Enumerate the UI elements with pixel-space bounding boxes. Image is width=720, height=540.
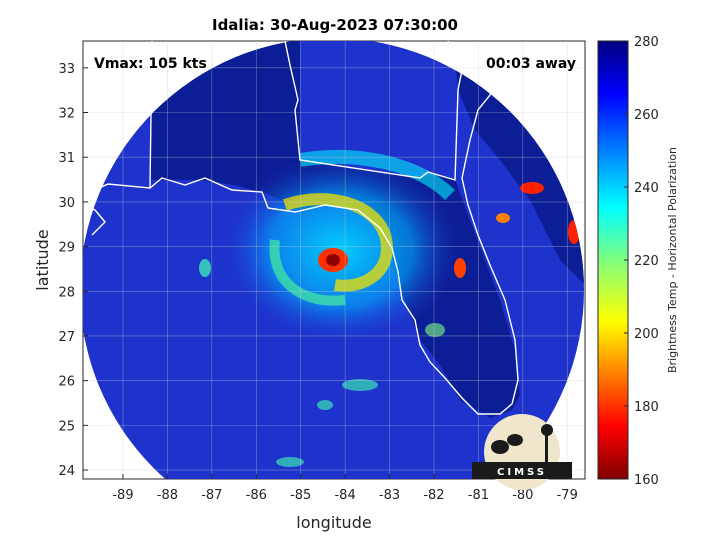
vmax-annotation: Vmax: 105 kts (94, 56, 207, 72)
northern-rainband (298, 149, 455, 201)
scan-swath (83, 41, 584, 479)
y-tick-label: 25 (58, 419, 75, 434)
colorbar-tick-label: 260 (634, 108, 659, 123)
y-tick-label: 32 (58, 107, 75, 122)
chart-title: Idalia: 30-Aug-2023 07:30:00 (212, 16, 458, 34)
x-tick-labels: -89 -88 -87 -86 -85 -84 -83 -82 -81 -80 -79 (112, 488, 577, 503)
colorbar-tick-label: 160 (634, 473, 659, 488)
x-axis-label: longitude (296, 513, 371, 532)
colorbar-tick-label: 220 (634, 254, 659, 269)
x-tick-label: -84 (334, 488, 355, 503)
x-tick-label: -85 (290, 488, 311, 503)
x-tick-label: -82 (423, 488, 444, 503)
y-tick-label: 29 (58, 241, 75, 256)
outer-rainband (269, 239, 346, 306)
convective-cell (276, 457, 304, 467)
convective-cell (520, 182, 544, 194)
colorbar-tick-labels: 160 180 200 220 240 260 280 (624, 35, 659, 488)
y-axis-label: latitude (33, 229, 52, 290)
tower-icon (545, 432, 548, 462)
colorbar-tick-label: 280 (634, 35, 659, 50)
x-tick-label: -80 (512, 488, 533, 503)
y-tick-label: 28 (58, 285, 75, 300)
convective-cell (342, 379, 378, 391)
x-tick-label: -86 (246, 488, 267, 503)
colorbar (597, 40, 629, 480)
y-tick-label: 26 (58, 375, 75, 390)
x-tick-label: -83 (379, 488, 400, 503)
y-tick-label: 30 (58, 196, 75, 211)
convective-cell (199, 259, 211, 277)
y-tick-label: 27 (58, 330, 75, 345)
x-tick-label: -88 (157, 488, 178, 503)
x-tick-label: -89 (112, 488, 133, 503)
cimss-logo: CIMSS (472, 414, 572, 490)
y-tick-label: 33 (58, 62, 75, 77)
convective-cell (496, 213, 510, 223)
colorbar-tick-label: 240 (634, 181, 659, 196)
florida-land (150, 41, 520, 418)
x-tick-label: -87 (201, 488, 222, 503)
logo-banner (472, 462, 572, 479)
coastlines (83, 41, 519, 415)
hurricane-eye (326, 254, 340, 266)
x-tick-label: -79 (557, 488, 578, 503)
colorbar-label: Brightness Temp - Horizontal Polarizatio… (666, 147, 679, 373)
convective-cell (317, 400, 333, 410)
y-tick-labels: 24 25 26 27 28 29 30 31 32 33 (58, 62, 75, 479)
colorbar-tick-label: 180 (634, 400, 659, 415)
logo-text: CIMSS (497, 467, 547, 478)
satellite-dish-icon (491, 440, 509, 454)
y-tick-label: 24 (58, 464, 75, 479)
x-tick-label: -81 (468, 488, 489, 503)
y-tick-label: 31 (58, 151, 75, 166)
time-away-annotation: 00:03 away (486, 56, 576, 72)
convective-cell (454, 258, 466, 278)
satellite-dish-icon (507, 434, 523, 446)
convective-cell (425, 323, 445, 337)
water-tower-icon (541, 424, 553, 436)
colorbar-tick-label: 200 (634, 327, 659, 342)
